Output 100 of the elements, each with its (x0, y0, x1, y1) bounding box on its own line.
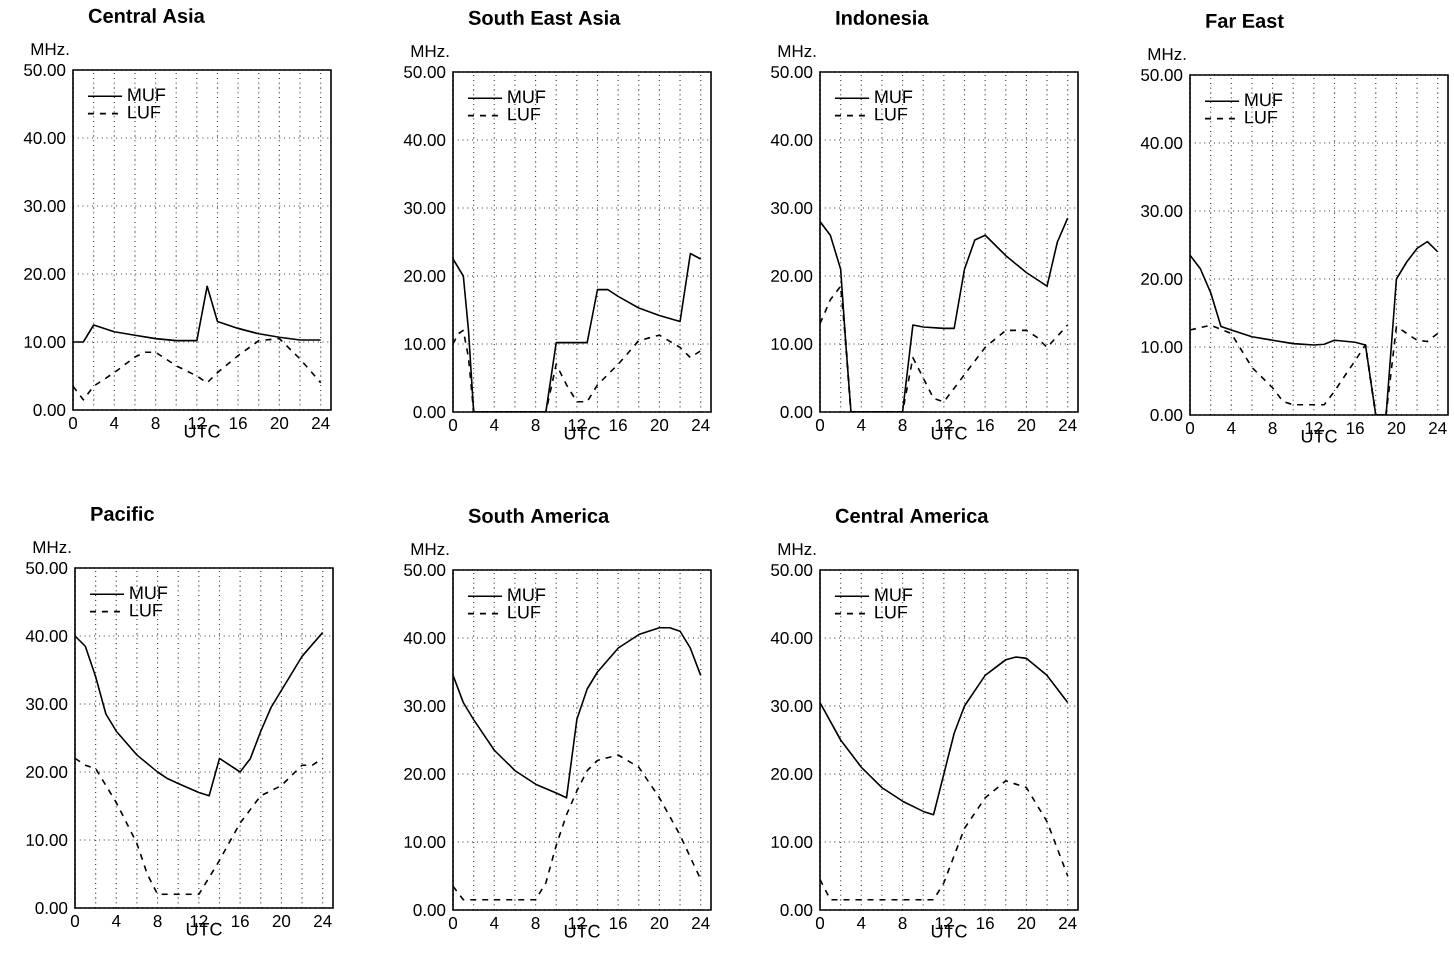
legend-label: MUF (508, 90, 546, 104)
x-tick-label: 24 (1059, 917, 1077, 929)
y-tick-label: 30.00 (24, 199, 66, 212)
x-tick-label: 4 (1226, 422, 1236, 434)
y-axis-title: MHz. (31, 43, 69, 55)
x-tick-label: 16 (976, 419, 994, 432)
x-tick-label: 0 (448, 419, 458, 432)
legend-label: LUF (128, 105, 161, 119)
y-tick-label: 30.00 (404, 201, 446, 214)
y-tick-label: 30.00 (1141, 204, 1183, 217)
x-tick-label: 20 (1017, 419, 1036, 432)
y-tick-label: 20.00 (771, 269, 813, 282)
chart-title: Far East (1206, 13, 1284, 28)
legend-label: LUF (875, 107, 908, 121)
x-tick-label: 0 (815, 419, 825, 432)
y-tick-label: 10.00 (771, 835, 813, 849)
y-tick-label: 40.00 (770, 631, 813, 645)
legend-label: LUF (508, 107, 541, 121)
y-tick-label: 0.00 (780, 903, 813, 916)
legend-label: MUF (875, 90, 913, 104)
y-tick-label: 50.00 (1141, 68, 1183, 81)
x-tick-label: 20 (1387, 422, 1406, 435)
x-tick-label: 24 (1059, 419, 1077, 431)
y-tick-label: 0.00 (1150, 408, 1183, 421)
y-tick-label: 20.00 (26, 765, 68, 779)
legend-label: LUF (875, 605, 908, 619)
y-tick-label: 50.00 (771, 65, 813, 78)
y-axis-title: MHz. (411, 45, 449, 57)
legend-label: LUF (508, 605, 541, 619)
x-tick-label: 24 (692, 419, 710, 431)
x-tick-label: 20 (650, 419, 669, 432)
y-tick-label: 40.00 (23, 131, 66, 144)
x-tick-label: 8 (153, 915, 162, 928)
y-tick-label: 20.00 (404, 269, 446, 282)
y-tick-label: 20.00 (1141, 272, 1183, 285)
x-tick-label: 4 (856, 917, 866, 929)
y-tick-label: 50.00 (771, 563, 813, 577)
x-tick-label: 8 (151, 417, 160, 430)
y-tick-label: 20.00 (24, 267, 66, 280)
y-tick-label: 40.00 (1140, 136, 1183, 149)
y-tick-label: 50.00 (404, 65, 446, 78)
legend-label: MUF (130, 586, 168, 600)
y-tick-label: 30.00 (404, 699, 446, 713)
x-tick-label: 0 (68, 417, 78, 430)
y-tick-label: 0.00 (35, 901, 68, 915)
y-tick-label: 0.00 (33, 403, 66, 416)
x-tick-label: 8 (531, 917, 540, 930)
x-tick-label: 16 (1346, 422, 1364, 435)
x-tick-label: 16 (609, 917, 627, 930)
x-tick-label: 24 (314, 915, 332, 927)
legend-label: MUF (875, 588, 913, 602)
y-tick-label: 20.00 (404, 767, 446, 781)
x-tick-label: 0 (448, 917, 458, 930)
y-tick-label: 40.00 (403, 631, 446, 645)
y-tick-label: 10.00 (771, 337, 813, 350)
chart-title: Pacific (91, 506, 154, 521)
x-tick-label: 20 (1017, 917, 1036, 930)
x-tick-label: 8 (898, 419, 907, 432)
x-tick-label: 20 (650, 917, 669, 930)
chart-title: Central Asia (88, 8, 205, 23)
x-tick-label: 16 (609, 419, 627, 432)
chart-title: South America (468, 508, 610, 523)
y-tick-label: 40.00 (770, 133, 813, 146)
y-axis-title: MHz. (778, 45, 816, 57)
chart-title: South East Asia (468, 10, 621, 25)
x-tick-label: 4 (489, 917, 499, 929)
x-tick-label: 16 (231, 915, 249, 928)
y-axis-title: MHz. (1148, 48, 1186, 60)
legend-label: LUF (1245, 110, 1278, 124)
x-tick-label: 0 (70, 915, 80, 928)
y-tick-label: 10.00 (26, 833, 68, 847)
y-tick-label: 20.00 (771, 767, 813, 781)
x-tick-label: 4 (109, 417, 119, 429)
legend-label: MUF (1245, 93, 1283, 107)
y-axis-title: MHz. (33, 541, 71, 553)
y-tick-label: 40.00 (25, 629, 68, 643)
y-tick-label: 30.00 (26, 697, 68, 711)
y-tick-label: 30.00 (771, 201, 813, 214)
y-axis-title: MHz. (778, 543, 816, 555)
y-tick-label: 40.00 (403, 133, 446, 146)
chart-title: Central America (835, 508, 989, 523)
legend-label: MUF (508, 588, 546, 602)
y-tick-label: 0.00 (780, 405, 813, 418)
x-tick-label: 8 (1268, 422, 1277, 435)
x-tick-label: 0 (1185, 422, 1195, 435)
x-tick-label: 0 (815, 917, 825, 930)
legend-label: MUF (128, 88, 166, 102)
x-tick-label: 24 (312, 417, 330, 429)
y-tick-label: 50.00 (26, 561, 68, 575)
x-tick-label: 20 (270, 417, 289, 430)
x-tick-label: 24 (1429, 422, 1447, 434)
x-tick-label: 8 (898, 917, 907, 930)
y-tick-label: 50.00 (24, 63, 66, 76)
x-tick-label: 16 (976, 917, 994, 930)
x-tick-label: 20 (272, 915, 291, 928)
y-tick-label: 10.00 (1141, 340, 1183, 353)
x-tick-label: 4 (489, 419, 499, 431)
y-tick-label: 10.00 (404, 835, 446, 849)
x-tick-label: 16 (229, 417, 247, 430)
y-axis-title: MHz. (411, 543, 449, 555)
